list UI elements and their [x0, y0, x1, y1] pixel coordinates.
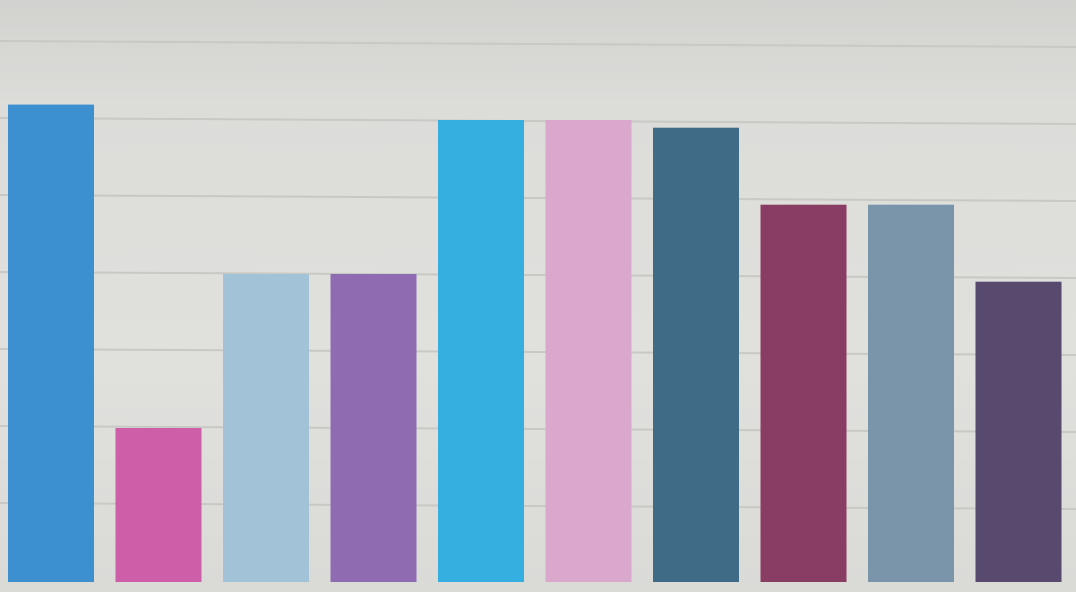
bar-2 [115, 428, 202, 582]
bar-6 [545, 120, 632, 582]
bar-5 [438, 120, 524, 582]
bar-9 [868, 204, 954, 582]
gridline [0, 194, 1076, 202]
bar-4 [330, 274, 417, 582]
bar-3 [223, 274, 309, 582]
bar-10 [975, 281, 1062, 582]
bars [8, 104, 1062, 582]
gridlines [0, 40, 1076, 510]
gridline [0, 40, 1076, 48]
gridline [0, 117, 1076, 125]
bar-8 [760, 204, 847, 582]
bar-1 [8, 104, 94, 582]
bar-7 [653, 127, 739, 582]
